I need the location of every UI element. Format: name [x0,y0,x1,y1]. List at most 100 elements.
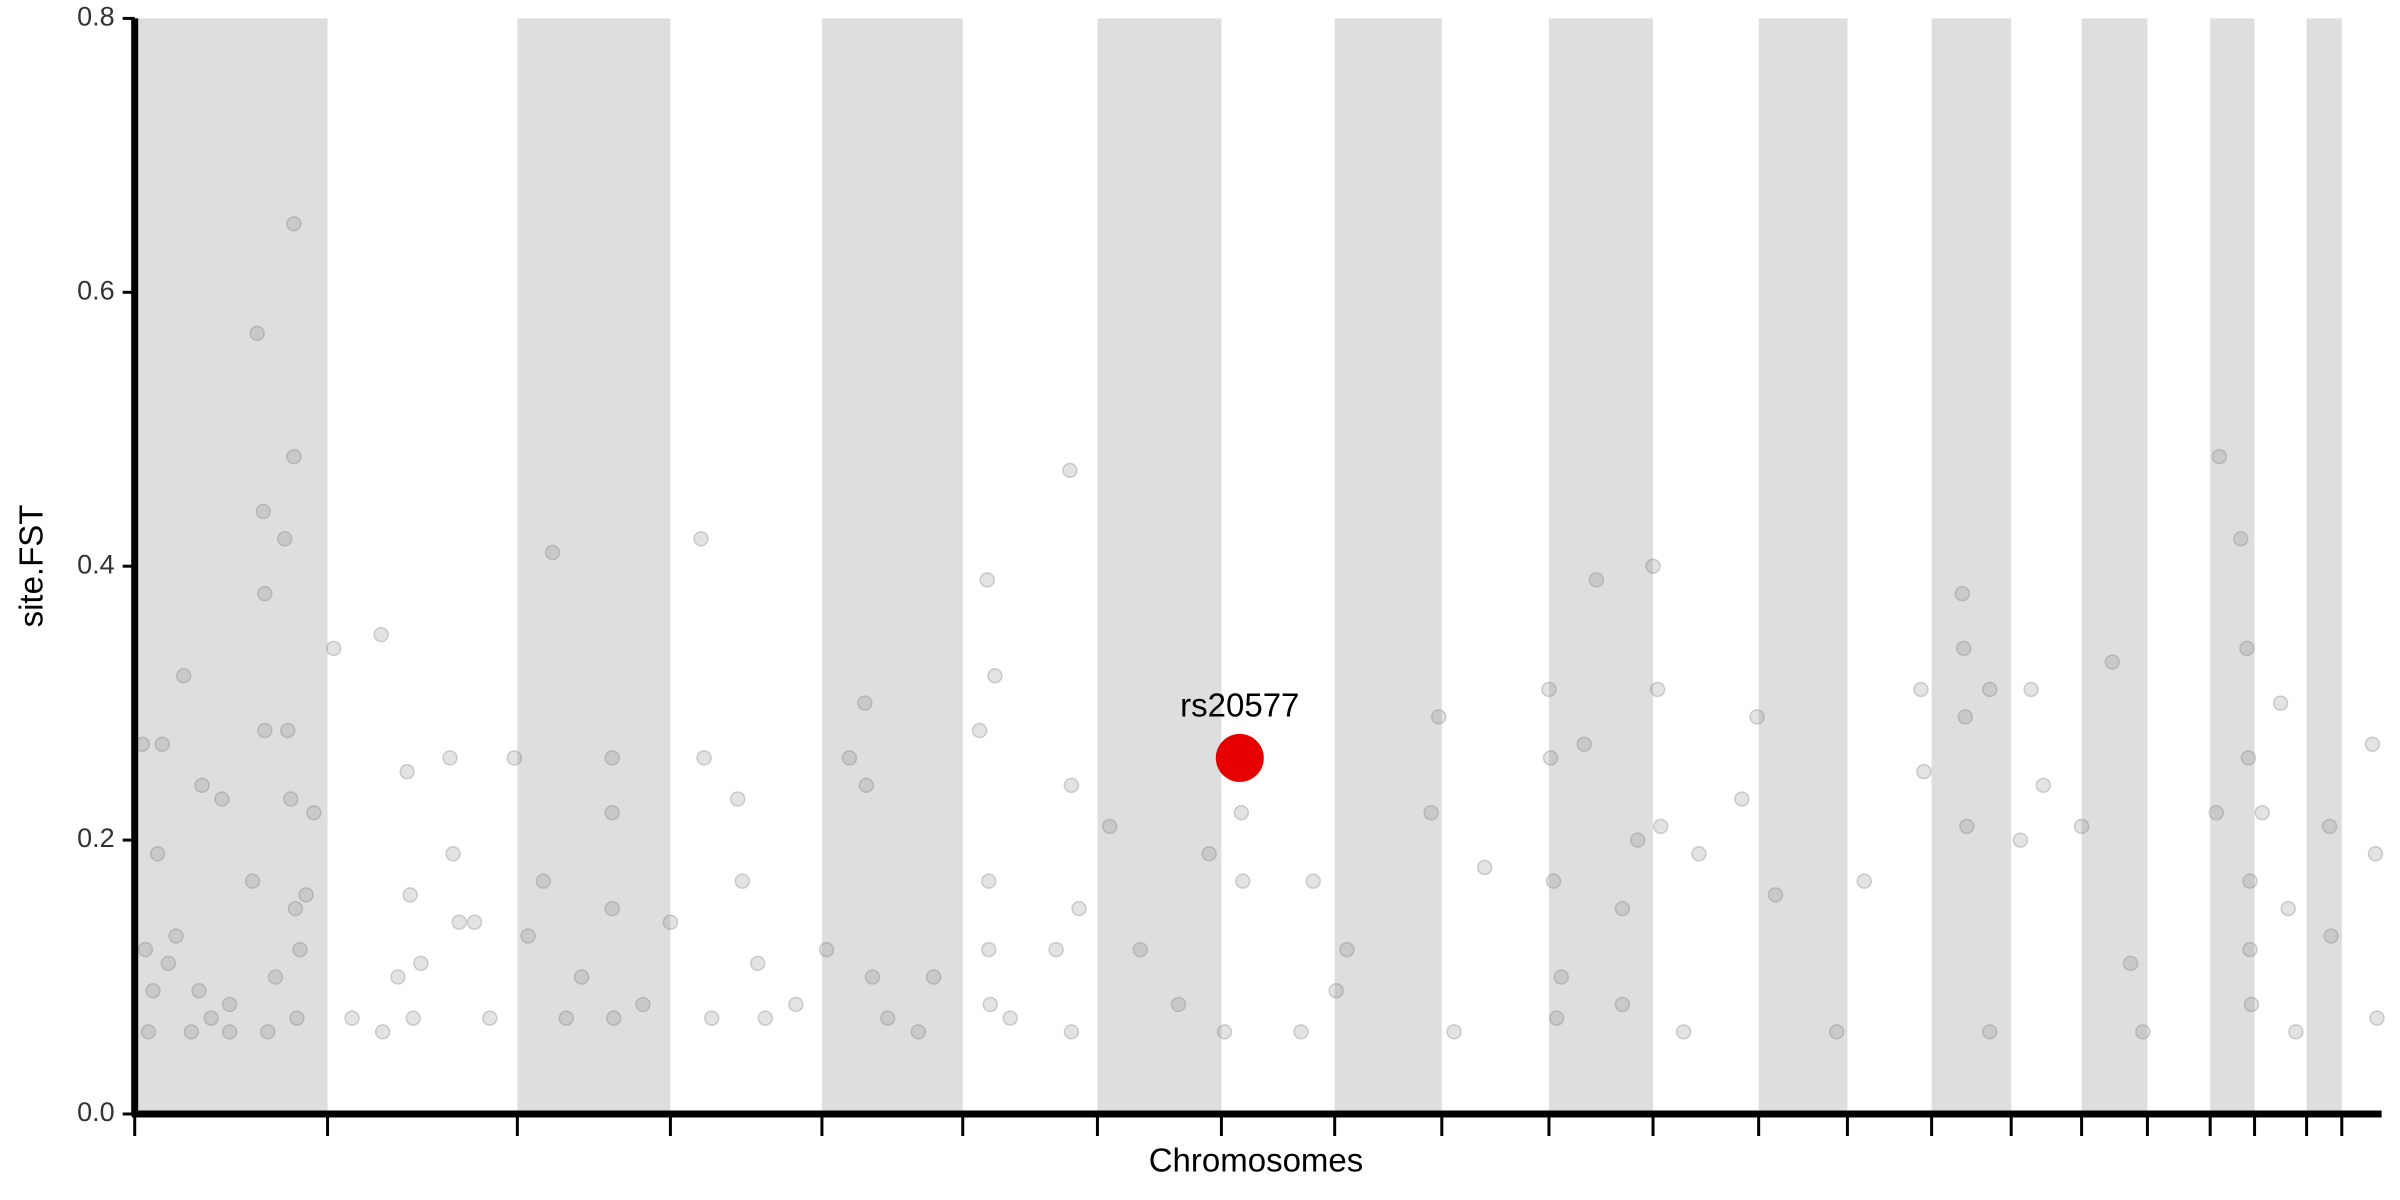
snp-point [2073,818,2090,835]
snp-point [749,955,766,972]
snp-point [1954,585,1970,602]
snp-point [1063,777,1080,794]
snp-point [558,1010,575,1026]
chromosome-band [2210,18,2255,1114]
snp-point [2208,804,2225,821]
snp-point [1542,750,1559,766]
snp-point [1446,1024,1462,1040]
snp-point [1614,900,1631,917]
snp-point [1431,709,1447,725]
snp-point [1101,818,1118,835]
snp-point [405,1010,422,1026]
snp-point [1982,1024,1998,1040]
snp-point [1201,846,1217,862]
snp-point [1339,941,1355,958]
snp-point [194,777,210,794]
snp-point [221,1024,238,1040]
snp-point [1548,1010,1565,1026]
snp-point [1063,1024,1080,1040]
snp-point [2240,750,2257,766]
snp-point [442,750,458,766]
snp-point [160,955,177,972]
snp-point [1170,996,1187,1013]
snp-point [2239,640,2255,657]
snp-point [276,531,293,547]
snp-point [191,982,207,999]
snp-point [757,1010,774,1026]
snp-point [982,996,999,1013]
snp-point [987,668,1003,684]
snp-point [1649,681,1666,698]
snp-point [168,928,184,944]
chromosome-band [1758,18,1848,1114]
chromosome-band [1931,18,2012,1114]
snp-point [373,626,389,643]
y-tick-label: 0.8 [77,2,115,32]
snp-point [1767,887,1784,903]
chromosome-band [2081,18,2148,1114]
chromosome-band [1548,18,1654,1114]
snp-point [1423,804,1439,821]
snp-point [857,695,873,711]
snp-point [175,668,192,684]
snp-point [2012,832,2029,848]
snp-point [306,804,322,821]
snp-point [1749,709,1765,725]
snp-point [662,914,679,931]
chromosome-band [134,18,328,1114]
snp-point [1541,681,1557,698]
y-tick-label: 0.4 [77,549,115,579]
snp-point [413,955,429,972]
snp-point [788,996,804,1013]
snp-point [1645,558,1661,574]
snp-point [2122,955,2139,972]
snp-point [214,791,230,807]
snp-point [137,941,154,958]
snp-point [1132,941,1149,958]
snp-point [1614,996,1631,1013]
snp-point [864,969,881,985]
snp-point [1576,736,1592,752]
snp-point [257,722,273,739]
chromosome-band [821,18,963,1114]
snp-point [2135,1024,2151,1040]
snp-point [971,722,988,739]
snp-point [2233,531,2249,547]
snp-point [604,804,620,821]
snp-point [2367,846,2384,862]
chromosome-band [1097,18,1222,1114]
snp-point [249,325,265,342]
snp-point [1691,846,1707,862]
snp-point [260,1024,276,1040]
snp-point [1293,1024,1309,1040]
snp-point [544,544,561,561]
snp-point [2288,1024,2304,1040]
snp-point [399,763,415,780]
y-tick-label: 0.6 [77,275,115,305]
snp-point [451,914,467,931]
snp-point [573,969,590,985]
snp-point [981,941,997,958]
snp-point [221,996,238,1013]
snp-point [1588,572,1605,588]
x-axis-label: Chromosomes [1149,1142,1364,1179]
snp-point [280,722,296,739]
chromosome-band [2306,18,2342,1114]
snp-point [506,750,523,766]
snp-point [145,982,161,999]
snp-point [2321,818,2338,835]
snp-point [520,928,536,944]
snp-point [1002,1010,1018,1026]
snp-point [482,1010,498,1026]
snp-point [2243,996,2260,1013]
y-axis-label: site.FST [13,505,50,628]
snp-point [2035,777,2052,794]
snp-point [402,887,418,903]
snp-point [286,216,302,232]
snp-point [841,750,858,766]
snp-point [1328,982,1344,999]
highlight-point [1215,733,1264,782]
snp-point [858,777,875,794]
snp-point [981,873,997,889]
